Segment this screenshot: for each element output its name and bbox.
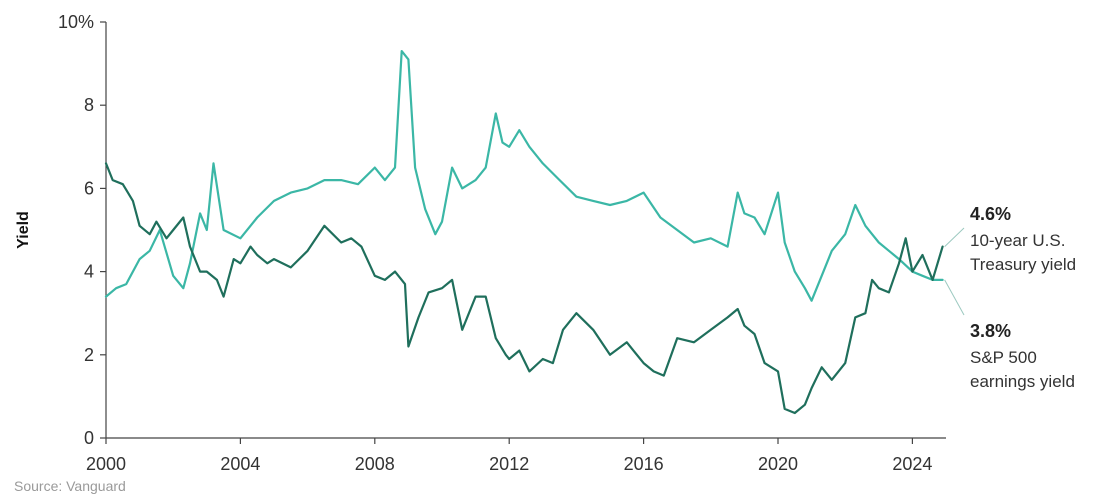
- y-tick-label: 2: [84, 345, 94, 365]
- x-tick-label: 2020: [758, 454, 798, 474]
- y-tick-label: 6: [84, 178, 94, 198]
- treasury-yield-line: [104, 162, 944, 415]
- x-tick-label: 2008: [355, 454, 395, 474]
- x-tick-label: 2004: [220, 454, 260, 474]
- treasury-annotation-value: 4.6%: [970, 204, 1011, 224]
- x-tick-label: 2016: [624, 454, 664, 474]
- y-tick-label: 0: [84, 428, 94, 448]
- y-tick-label: 10%: [58, 12, 94, 32]
- earnings-annotation-leader: [944, 279, 965, 316]
- x-tick-label: 2024: [892, 454, 932, 474]
- series-lines: [104, 50, 944, 415]
- earnings-annotation-value: 3.8%: [970, 321, 1011, 341]
- y-tick-label: 4: [84, 262, 94, 282]
- x-tick-label: 2012: [489, 454, 529, 474]
- end-annotations: 4.6% 10-year U.S. Treasury yield 3.8% S&P 50…: [944, 204, 1076, 391]
- treasury-annotation-label: Treasury yield: [970, 255, 1076, 274]
- x-tick-label: 2000: [86, 454, 126, 474]
- treasury-annotation-leader: [944, 227, 965, 248]
- y-tick-label: 8: [84, 95, 94, 115]
- y-axis-ticks: 0 2 4 6 8 10%: [58, 12, 106, 448]
- x-axis-ticks: 2000 2004 2008 2012 2016 2020 2024: [86, 438, 932, 474]
- earnings-annotation-label: S&P 500: [970, 348, 1037, 367]
- treasury-annotation-label: 10-year U.S.: [970, 231, 1065, 250]
- earnings-annotation-label: earnings yield: [970, 372, 1075, 391]
- y-axis-label: Yield: [15, 211, 32, 249]
- earnings-yield-line: [104, 50, 944, 302]
- source-note: Source: Vanguard: [14, 478, 126, 494]
